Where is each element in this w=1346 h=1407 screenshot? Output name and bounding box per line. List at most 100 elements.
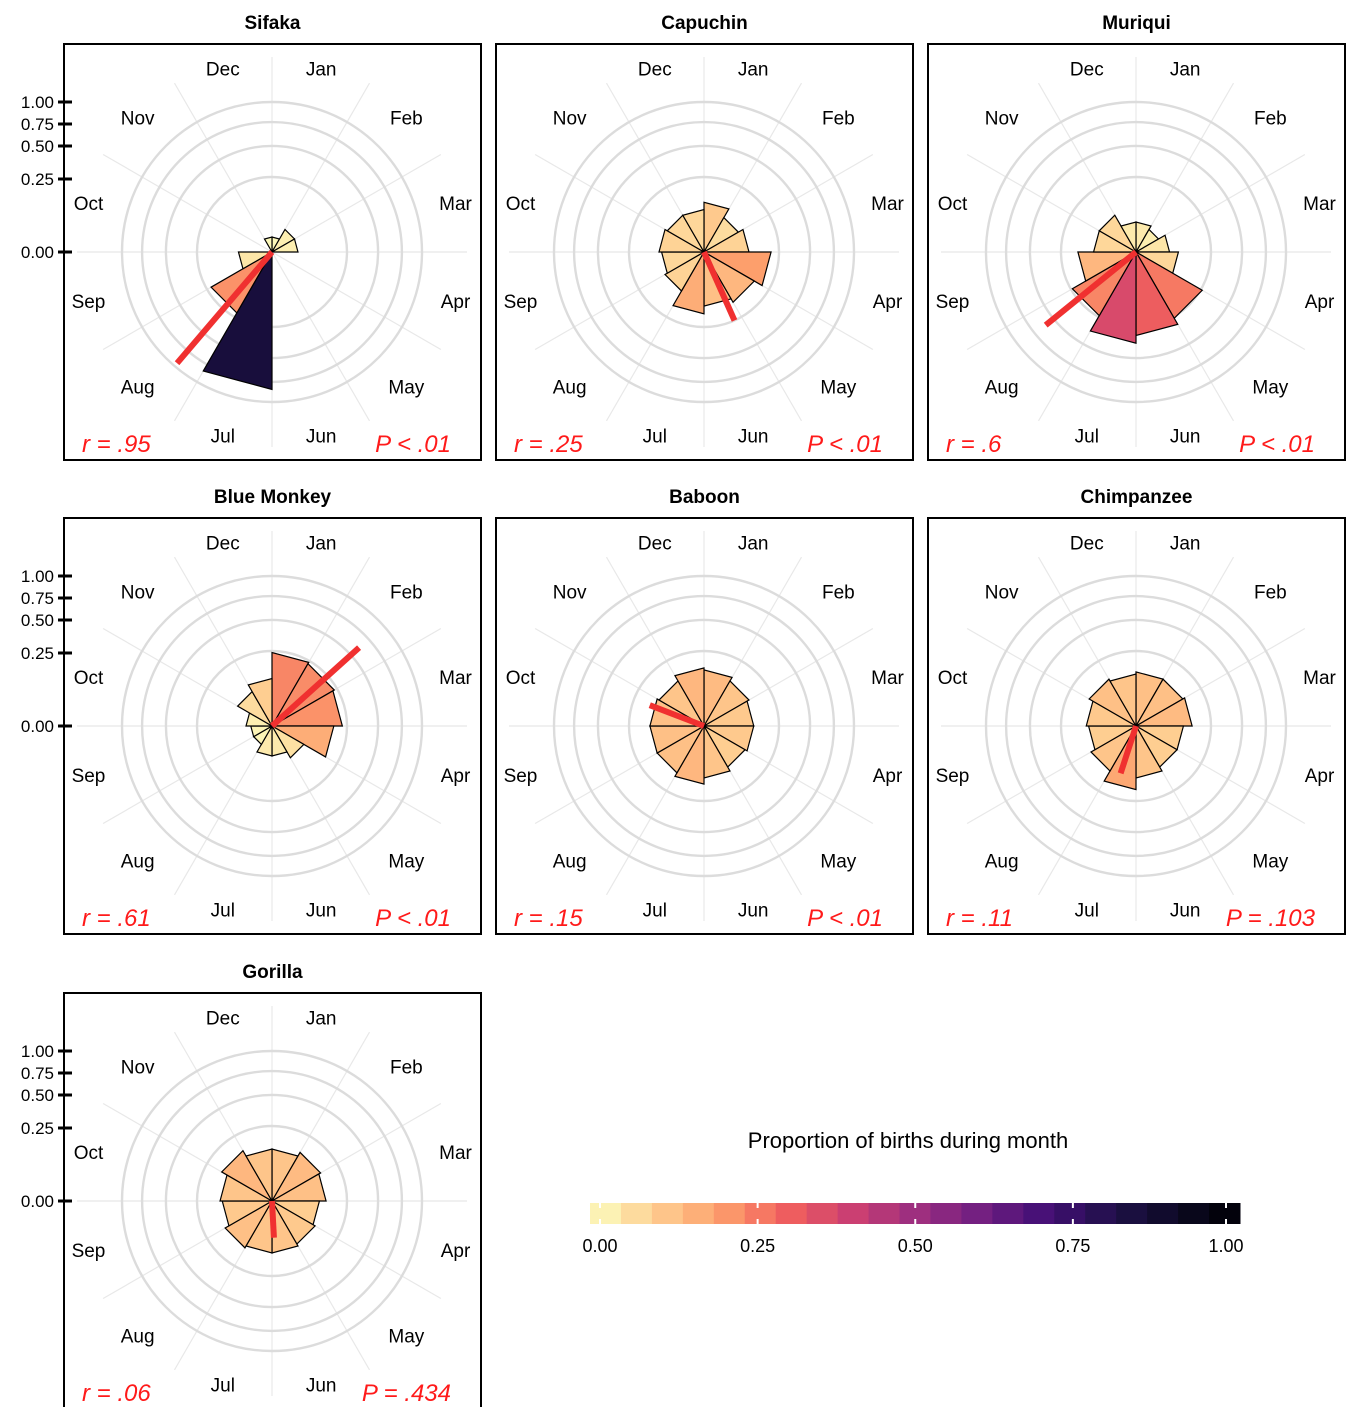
mean-vector — [174, 250, 275, 366]
grid-ring — [984, 100, 1288, 404]
grid-ring — [627, 175, 781, 329]
month-label: Nov — [553, 583, 587, 604]
month-label: Mar — [1303, 668, 1336, 689]
panel-title: Baboon — [669, 487, 740, 508]
month-label: Dec — [206, 1008, 240, 1029]
panel-gorilla: Gorilla Jan Feb Mar Apr May Jun Jul Aug Sep Oct Nov… — [21, 962, 482, 1407]
colorbar-segment — [713, 1203, 746, 1224]
month-label: Sep — [72, 1241, 106, 1262]
r-statistic: r = .95 — [82, 431, 151, 458]
r-statistic: r = .6 — [946, 431, 1002, 458]
colorbar-tick-label: 0.75 — [1055, 1236, 1090, 1256]
mean-vector — [269, 1200, 277, 1238]
month-label: Apr — [441, 766, 471, 787]
colorbar-legend: Proportion of births during month 0.00 0.2… — [582, 1128, 1243, 1256]
colorbar-segment — [899, 1203, 931, 1224]
month-label: Oct — [74, 194, 104, 215]
month-label: Dec — [1070, 59, 1104, 80]
colorbar-segment — [992, 1203, 1024, 1224]
r-statistic: r = .25 — [514, 431, 583, 458]
p-statistic: P = .103 — [1226, 905, 1316, 932]
month-label: Jan — [1170, 533, 1201, 554]
month-label: Nov — [985, 583, 1019, 604]
panel-title: Sifaka — [245, 13, 301, 34]
month-label: Jan — [738, 533, 769, 554]
month-label: Jan — [306, 59, 337, 80]
colorbar-segment — [868, 1203, 901, 1224]
panel-blue-monkey: Blue Monkey Jan Feb Mar Apr May Jun Jul Aug Sep Oc… — [21, 487, 482, 935]
bar-dec — [263, 236, 273, 255]
colorbar-segment — [620, 1203, 653, 1224]
radial-tick-label: 0.75 — [21, 1064, 54, 1083]
colorbar-segment — [775, 1203, 808, 1224]
grid-ring — [140, 594, 404, 858]
colorbar-segment — [590, 1203, 622, 1224]
colorbar-segment — [744, 1203, 777, 1224]
month-label: Jun — [306, 1376, 337, 1397]
month-label: Oct — [938, 668, 968, 689]
grid-ring — [1028, 144, 1244, 360]
grid-ring — [1059, 649, 1213, 803]
month-label: Jan — [306, 1008, 337, 1029]
month-label: Jul — [1075, 901, 1099, 922]
radial-tick-label: 0.75 — [21, 589, 54, 608]
month-label: Jun — [1170, 427, 1201, 448]
month-label: Dec — [206, 533, 240, 554]
grid-ring — [984, 574, 1288, 878]
bar-dec — [245, 1148, 273, 1204]
month-label: Nov — [553, 109, 587, 130]
month-label: Dec — [206, 59, 240, 80]
month-label: Sep — [72, 766, 106, 787]
month-label: Jun — [306, 901, 337, 922]
month-label: Sep — [936, 766, 970, 787]
p-statistic: P = .434 — [362, 1380, 451, 1407]
r-statistic: r = .15 — [514, 905, 583, 932]
month-label: May — [388, 851, 424, 872]
panel-sifaka: Sifaka Jan Feb Mar Apr May Jun Jul Aug Sep Oct Nov D… — [21, 13, 482, 461]
month-label: Oct — [506, 668, 536, 689]
month-label: Nov — [121, 109, 155, 130]
radial-tick-label: 0.50 — [21, 1086, 54, 1105]
panel-baboon: Baboon Jan Feb Mar Apr May Jun Jul Aug Sep Oct Nov D… — [495, 487, 914, 935]
radial-tick-label: 0.25 — [21, 644, 54, 663]
grid-ring — [552, 574, 856, 878]
bar-dec — [674, 667, 705, 729]
colorbar-segment — [682, 1203, 715, 1224]
colorbar-segment — [1085, 1203, 1117, 1224]
month-label: Dec — [638, 59, 672, 80]
month-label: Feb — [822, 109, 855, 130]
radial-tick-label: 0.00 — [21, 243, 54, 262]
month-label: Dec — [638, 533, 672, 554]
grid-ring — [120, 100, 424, 404]
month-label: May — [1252, 851, 1288, 872]
month-label: Aug — [121, 851, 155, 872]
month-label: Mar — [1303, 194, 1336, 215]
month-label: May — [820, 851, 856, 872]
month-label: Jul — [643, 427, 667, 448]
p-statistic: P < .01 — [375, 905, 451, 932]
month-label: Aug — [553, 377, 587, 398]
month-label: Sep — [504, 766, 538, 787]
radial-tick-label: 1.00 — [21, 567, 54, 586]
radial-tick-label: 0.25 — [21, 1119, 54, 1138]
month-label: Oct — [938, 194, 968, 215]
month-label: Feb — [390, 583, 423, 604]
month-label: Oct — [506, 194, 536, 215]
month-label: Jun — [738, 901, 769, 922]
month-label: Sep — [72, 292, 106, 313]
radial-tick-label: 0.00 — [21, 1192, 54, 1211]
grid-ring — [120, 1049, 424, 1353]
colorbar-segment — [1054, 1203, 1086, 1224]
colorbar-segment — [1147, 1203, 1179, 1224]
month-label: Apr — [873, 292, 903, 313]
grid-spoke — [271, 251, 371, 422]
month-label: Mar — [871, 194, 904, 215]
colorbar-tick-label: 1.00 — [1208, 1236, 1243, 1256]
grid-ring — [596, 618, 812, 834]
month-label: Sep — [936, 292, 970, 313]
grid-spoke — [102, 725, 273, 825]
grid-spoke — [271, 153, 442, 253]
month-label: Oct — [74, 1143, 104, 1164]
p-statistic: P < .01 — [807, 905, 883, 932]
grid-spoke — [102, 153, 273, 253]
